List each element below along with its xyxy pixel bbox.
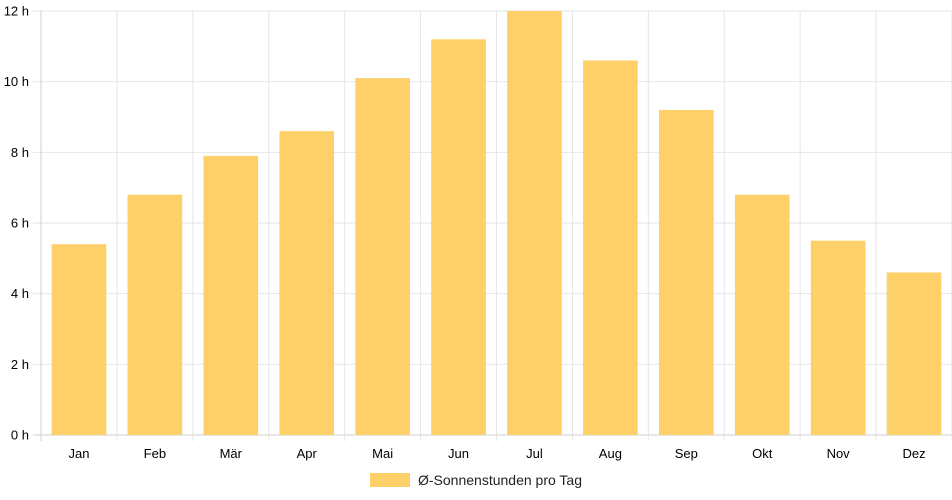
bar-aug[interactable] — [583, 60, 638, 435]
x-tick-label: Aug — [599, 446, 622, 461]
x-tick-label: Apr — [297, 446, 318, 461]
y-tick-label: 10 h — [4, 74, 29, 89]
x-tick-label: Jul — [526, 446, 543, 461]
y-tick-label: 12 h — [4, 4, 29, 19]
bar-jan[interactable] — [51, 244, 107, 435]
y-tick-label: 0 h — [11, 428, 29, 443]
x-axis-ticks: Jan Feb Mär Apr Mai Jun Jul Aug Sep Okt Nov Dez — [68, 446, 925, 461]
legend-label: Ø-Sonnenstunden pro Tag — [418, 472, 582, 488]
x-tick-label: Nov — [827, 446, 851, 461]
x-tick-label: Feb — [144, 446, 166, 461]
y-tick-label: 2 h — [11, 357, 29, 372]
x-tick-label: Mai — [372, 446, 393, 461]
y-tick-label: 4 h — [11, 286, 29, 301]
y-tick-label: 8 h — [11, 145, 29, 160]
x-tick-label: Jan — [68, 446, 89, 461]
bar-mai[interactable] — [355, 78, 410, 435]
bar-okt[interactable] — [734, 194, 790, 435]
x-tick-label: Mär — [220, 446, 243, 461]
y-tick-label: 6 h — [11, 216, 29, 231]
x-tick-label: Dez — [902, 446, 925, 461]
x-tick-label: Sep — [675, 446, 698, 461]
bars — [51, 11, 942, 436]
bar-sep[interactable] — [658, 109, 714, 435]
bar-jun[interactable] — [431, 39, 486, 436]
bar-feb[interactable] — [127, 194, 183, 435]
bar-jul[interactable] — [507, 11, 562, 435]
x-tick-label: Okt — [752, 446, 773, 461]
legend[interactable]: Ø-Sonnenstunden pro Tag — [0, 472, 952, 488]
bar-dez[interactable] — [886, 272, 942, 435]
x-tick-label: Jun — [448, 446, 469, 461]
bar-nov[interactable] — [810, 240, 866, 435]
legend-swatch — [370, 473, 410, 487]
y-axis-ticks: 0 h 2 h 4 h 6 h 8 h 10 h 12 h — [4, 4, 29, 443]
bar-apr[interactable] — [279, 131, 335, 435]
grid-lines — [33, 10, 952, 441]
bar-mär[interactable] — [203, 155, 259, 435]
